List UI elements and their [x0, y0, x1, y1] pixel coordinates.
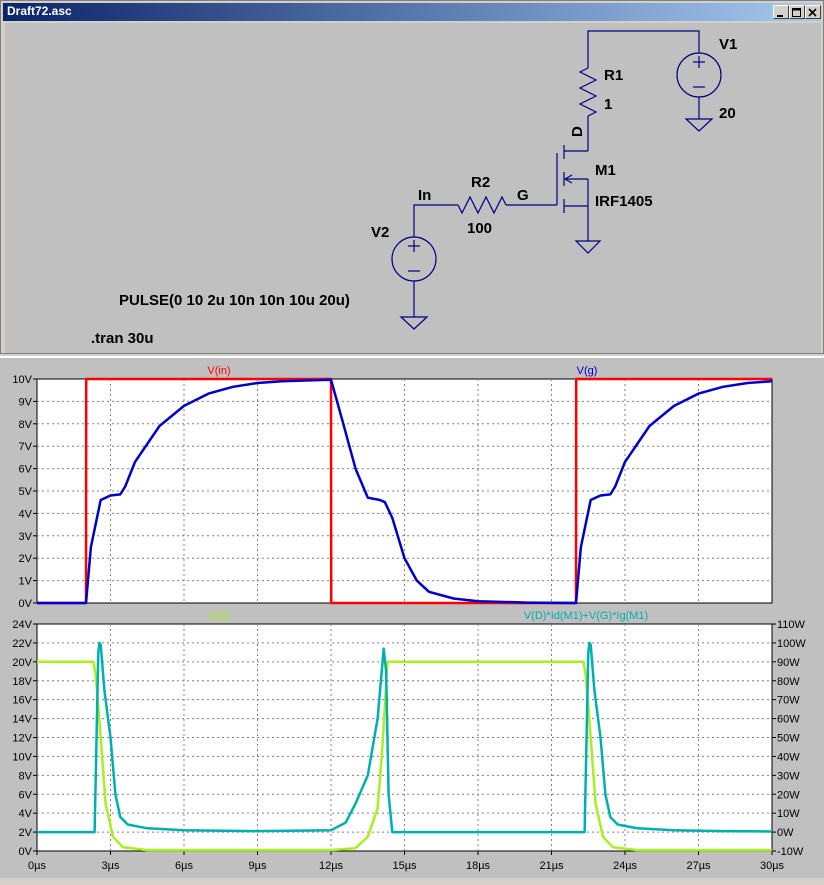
label-g: G [517, 187, 529, 204]
maximize-button[interactable] [789, 5, 805, 19]
ytick-label-bottom: 18V [12, 676, 32, 688]
xtick-label: 3µs [102, 860, 120, 872]
ytick-label-right: 70W [777, 695, 800, 707]
ytick-label-right: 40W [777, 751, 800, 763]
ytick-label-top: 9V [19, 396, 33, 408]
series-line-v-g- [37, 378, 773, 605]
title-bar[interactable]: Draft72.asc [3, 3, 821, 21]
schematic-canvas[interactable]: V1 20 R1 1 D M1 IRF1405 R2 100 In G V2 P… [5, 23, 821, 353]
minimize-icon [777, 15, 783, 17]
minimize-button[interactable] [773, 5, 789, 19]
schematic-window: Draft72.asc [0, 0, 824, 354]
label-r2-value: 100 [467, 220, 492, 237]
label-r2: R2 [471, 174, 490, 191]
xtick-label: 18µs [466, 860, 491, 872]
label-r1: R1 [604, 67, 623, 84]
ytick-label-top: 3V [19, 531, 33, 543]
xtick-label: 12µs [319, 860, 344, 872]
ytick-label-bottom: 10V [12, 751, 32, 763]
ytick-label-right: 50W [777, 733, 800, 745]
xtick-label: 24µs [613, 860, 638, 872]
ytick-label-bottom: 20V [12, 657, 32, 669]
label-in: In [418, 187, 431, 204]
ytick-label-top: 8V [19, 419, 33, 431]
xtick-label: 27µs [686, 860, 711, 872]
maximize-icon [792, 8, 801, 17]
ytick-label-top: 10V [12, 374, 32, 386]
plot-pane-top: 0V 1V 2V 3V 4V 5V 6V 7V 8V 9V 10V V(in) V(g) [12, 365, 773, 610]
ytick-label-top: 1V [19, 576, 33, 588]
ytick-label-right: 80W [777, 676, 800, 688]
xtick-label: 30µs [760, 860, 785, 872]
ytick-label-bottom: 16V [12, 695, 32, 707]
legend-v-g-: V(g) [577, 365, 598, 377]
ytick-label-bottom: 22V [12, 638, 32, 650]
legend-v-d-: V(d) [209, 610, 230, 622]
waveform-plots: 0V 1V 2V 3V 4V 5V 6V 7V 8V 9V 10V V(in) V(g) 0V 2V 4V 6V… [12, 365, 806, 872]
ytick-label-right: 10W [777, 808, 800, 820]
ytick-label-right: 20W [777, 789, 800, 801]
ytick-label-bottom: 0V [19, 846, 33, 858]
label-v1-value: 20 [719, 105, 736, 122]
series-line-v-d- [37, 660, 772, 852]
label-v2: V2 [371, 224, 389, 241]
xtick-label: 21µs [539, 860, 564, 872]
close-icon [808, 8, 817, 17]
ytick-label-bottom: 8V [19, 770, 33, 782]
ytick-label-top: 2V [19, 553, 33, 565]
ytick-label-bottom: 2V [19, 827, 33, 839]
ytick-label-right: 90W [777, 657, 800, 669]
ytick-label-top: 6V [19, 464, 33, 476]
ytick-label-bottom: 6V [19, 789, 33, 801]
ytick-label-right: 0W [777, 827, 794, 839]
window-title: Draft72.asc [7, 4, 72, 18]
ytick-label-right: 30W [777, 770, 800, 782]
ytick-label-bottom: 24V [12, 619, 32, 631]
label-v1: V1 [719, 36, 737, 53]
ytick-label-top: 5V [19, 486, 33, 498]
xtick-label: 0µs [28, 860, 46, 872]
waveform-window[interactable]: 0V 1V 2V 3V 4V 5V 6V 7V 8V 9V 10V V(in) V(g) 0V 2V 4V 6V… [0, 356, 824, 878]
ytick-label-bottom: 4V [19, 808, 33, 820]
ytick-label-right: -10W [777, 846, 804, 858]
schematic-drawing: V1 20 R1 1 D M1 IRF1405 R2 100 In G V2 P… [91, 30, 737, 347]
plot-pane-bottom: 0V 2V 4V 6V 8V 10V 12V 14V 16V 18V 20V 22V 24V -10W 0W… [12, 610, 806, 872]
series-line-v-d-id-m1-v-g-ig-m1- [37, 641, 773, 834]
ytick-label-right: 60W [777, 714, 800, 726]
tran-directive: .tran 30u [91, 330, 154, 347]
xtick-label: 15µs [392, 860, 417, 872]
legend-v-in-: V(in) [207, 365, 230, 377]
xtick-label: 9µs [249, 860, 267, 872]
xtick-label: 6µs [175, 860, 193, 872]
ytick-label-right: 110W [777, 619, 806, 631]
ytick-label-top: 4V [19, 508, 33, 520]
label-drain-d: D [569, 126, 586, 137]
legend-v-d-id-m1-v-g-ig-m1-: V(D)*Id(M1)+V(G)*Ig(M1) [524, 610, 648, 622]
ytick-label-bottom: 14V [12, 714, 32, 726]
ytick-label-top: 0V [19, 598, 33, 610]
label-m1: M1 [595, 162, 616, 179]
label-r1-value: 1 [604, 96, 612, 113]
series-line-v-in- [37, 377, 772, 605]
ytick-label-top: 7V [19, 441, 33, 453]
label-m1-model: IRF1405 [595, 193, 653, 210]
ytick-label-bottom: 12V [12, 733, 32, 745]
ytick-label-right: 100W [777, 638, 806, 650]
close-button[interactable] [805, 5, 821, 19]
pulse-directive: PULSE(0 10 2u 10n 10n 10u 20u) [119, 292, 350, 309]
